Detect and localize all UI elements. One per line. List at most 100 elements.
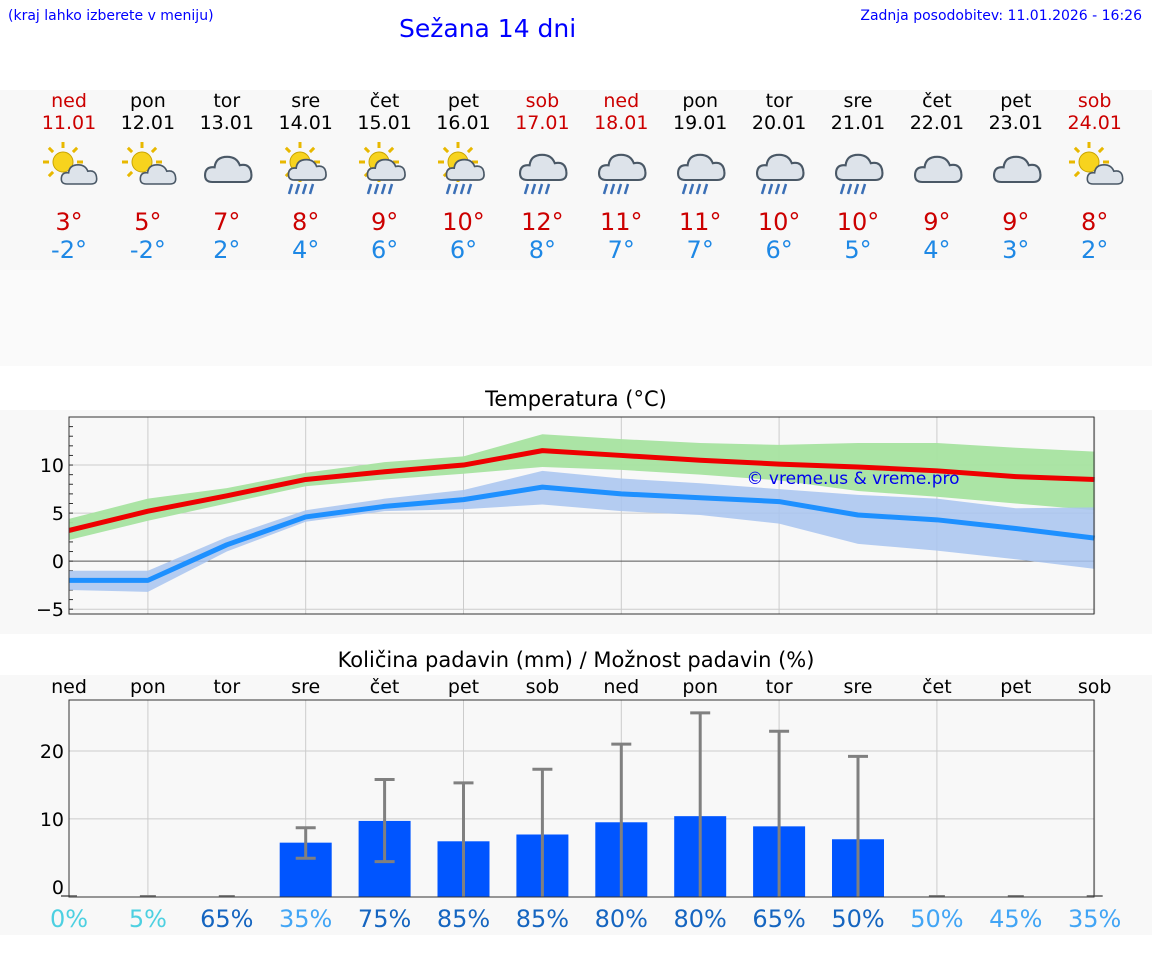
precip-probability: 5% (129, 905, 167, 933)
day-name: sob (525, 90, 560, 112)
day-name: pon (682, 90, 719, 112)
day-date: 16.01 (436, 112, 491, 134)
precip-probability: 35% (279, 905, 332, 933)
x-tick-label: ned (603, 676, 639, 698)
y-tick-label: 0 (52, 877, 64, 899)
day-column: pon 12.01 5° -2° (108, 90, 188, 264)
temp-max: 12° (521, 208, 564, 236)
temp-min: 3° (1002, 236, 1030, 264)
day-name: čet (922, 90, 952, 112)
x-tick-label: sob (526, 676, 560, 698)
day-date: 15.01 (357, 112, 412, 134)
temp-max: 11° (600, 208, 643, 236)
sun-cloud-icon (1068, 142, 1124, 185)
precip-probability: 50% (831, 905, 884, 933)
temp-max: 11° (678, 208, 722, 236)
sun-rain-icon (279, 142, 327, 195)
day-column: pet 16.01 10° 6° (424, 90, 504, 264)
temp-max: 10° (442, 208, 485, 236)
temp-min: 4° (923, 236, 951, 264)
temp-min: 6° (449, 236, 478, 264)
cloud-icon (992, 155, 1042, 184)
sun-cloud-icon (121, 142, 177, 185)
temp-min: 6° (765, 236, 793, 264)
temperature-chart-title: Temperatura (°C) (485, 387, 667, 411)
temp-max: 3° (55, 208, 83, 236)
day-date: 20.01 (751, 112, 807, 134)
day-name: čet (369, 90, 400, 112)
precip-error-bar (611, 742, 632, 897)
precip-probability: 35% (1068, 905, 1121, 933)
day-name: pon (130, 90, 166, 112)
x-tick-label: čet (922, 676, 952, 698)
temp-min: -2° (129, 236, 166, 264)
day-name: sre (291, 90, 321, 112)
x-tick-label: sob (1078, 676, 1112, 698)
cloud-rain-icon (598, 153, 647, 195)
day-date: 21.01 (830, 112, 886, 134)
day-name: sob (1077, 90, 1112, 112)
day-name: pet (447, 90, 480, 112)
temp-max: 5° (134, 208, 162, 236)
day-column: čet 15.01 9° 6° (345, 90, 425, 264)
page-title: Sežana 14 dni (399, 14, 577, 43)
x-tick-label: pon (682, 676, 718, 698)
day-date: 14.01 (278, 112, 333, 134)
precip-probability: 75% (358, 905, 411, 933)
y-tick-label: 10 (40, 809, 64, 831)
temp-max: 10° (836, 208, 880, 236)
max-temperature-band (69, 434, 1095, 541)
day-column: ned 11.01 3° -2° (29, 90, 109, 264)
day-column: pet 23.01 9° 3° (976, 90, 1056, 264)
temp-max: 10° (757, 208, 801, 236)
precip-error-bar (690, 711, 711, 897)
temp-min: 7° (686, 236, 714, 264)
precip-probability: 0% (50, 905, 88, 933)
day-name: ned (603, 90, 640, 112)
cloud-rain-icon (756, 153, 805, 195)
day-column: pon 19.01 11° 7° (660, 90, 740, 264)
precip-error-bar (374, 777, 395, 864)
day-name: pet (1000, 90, 1032, 112)
precip-error-bar (532, 767, 553, 897)
min-temperature-line (69, 484, 1096, 583)
sun-cloud-icon (43, 142, 98, 185)
x-tick-label: čet (370, 676, 400, 698)
x-tick-label: pet (1000, 676, 1031, 698)
cloud-rain-icon (519, 153, 568, 195)
temp-min: 8° (528, 236, 557, 264)
location-hint[interactable]: (kraj lahko izberete v meniju) (8, 8, 214, 24)
cloud-rain-icon (677, 153, 726, 195)
precip-probability: 80% (674, 905, 727, 933)
sun-rain-icon (358, 142, 406, 195)
temperature-chart: −5 0 5 10 © vreme.us & vreme.pro (36, 416, 1096, 621)
x-tick-label: tor (213, 676, 240, 698)
last-update: Zadnja posodobitev: 11.01.2026 - 16:26 (860, 8, 1142, 24)
cloud-icon (203, 155, 253, 184)
day-date: 18.01 (594, 112, 649, 134)
temp-max: 9° (1002, 208, 1030, 236)
day-date: 22.01 (909, 112, 965, 134)
plot-frame (68, 699, 1095, 898)
day-column: tor 13.01 7° 2° (187, 90, 267, 264)
x-tick-label: pet (448, 676, 479, 698)
day-name: sre (843, 90, 873, 112)
day-column: sre 21.01 10° 5° (818, 90, 898, 264)
y-tick-label: 10 (40, 455, 64, 477)
day-column: tor 20.01 10° 6° (739, 90, 819, 264)
x-tick-label: ned (51, 676, 87, 698)
day-name: tor (213, 90, 241, 112)
day-date: 17.01 (515, 112, 570, 134)
temp-max: 7° (213, 208, 241, 236)
precip-error-bar (848, 754, 868, 897)
precip-error-bar (453, 781, 474, 897)
temp-min: 4° (292, 236, 320, 264)
precip-probability: 80% (595, 905, 648, 933)
precip-probability: 65% (200, 905, 253, 933)
temp-max: 9° (370, 208, 399, 236)
y-tick-label: 5 (52, 503, 64, 525)
day-column: sre 14.01 8° 4° (266, 90, 346, 264)
copyright-annotation: © vreme.us & vreme.pro (746, 469, 959, 489)
x-tick-label: tor (766, 676, 793, 698)
temp-max: 8° (292, 208, 320, 236)
